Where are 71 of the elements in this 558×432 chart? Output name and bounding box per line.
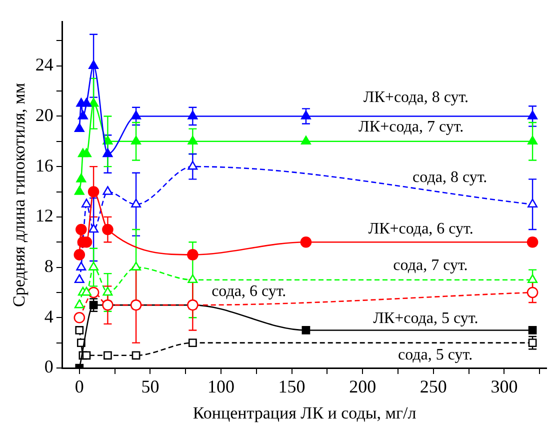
point (300, 110, 311, 120)
y-tick-label: 0 (44, 356, 54, 377)
annotation: сода, 5 сут. (398, 346, 473, 364)
point (88, 186, 100, 198)
y-tick-label: 12 (35, 206, 54, 226)
annotation: ЛК+сода, 6 сут. (368, 220, 474, 238)
annotation: ЛК+сода, 5 сут. (373, 310, 478, 328)
point (188, 110, 198, 120)
point (188, 338, 197, 348)
annotation: сода, 8 сут. (412, 168, 488, 186)
point (88, 60, 99, 70)
point (74, 123, 84, 132)
x-tick-label: 50 (141, 376, 160, 397)
point (302, 326, 310, 334)
y-tick-label: 20 (35, 104, 54, 125)
point (528, 136, 538, 145)
point (74, 299, 84, 308)
point (74, 274, 84, 284)
x-tick-label: 300 (490, 376, 518, 397)
point (78, 110, 88, 120)
point (132, 351, 140, 360)
point (88, 98, 99, 107)
point (102, 136, 113, 145)
point (528, 274, 538, 284)
x-tick-label: 150 (278, 376, 306, 397)
point (81, 148, 92, 158)
point (74, 249, 86, 260)
point (526, 286, 538, 298)
point (102, 186, 113, 195)
x-tick-label: 200 (349, 376, 376, 397)
x-tick-label: 250 (420, 376, 447, 397)
y-tick-label: 24 (35, 54, 54, 75)
x-tick-label: 100 (208, 376, 234, 397)
point (131, 136, 142, 145)
point (528, 198, 538, 208)
point (188, 274, 198, 284)
annotation: ЛК+сода, 7 сут. (358, 118, 464, 136)
x-tick-label: 0 (74, 376, 84, 397)
y-tick-label: 8 (44, 256, 54, 276)
point (81, 198, 92, 208)
y-axis-title: Средняя длина гипокотиля, мм (10, 82, 29, 307)
x-axis-title: Концентрация ЛК и соды, мг/л (192, 403, 417, 422)
point (188, 160, 198, 170)
point (102, 224, 114, 236)
point (131, 110, 142, 120)
point (188, 136, 198, 145)
point (75, 326, 84, 334)
y-tick-label: 16 (35, 155, 54, 176)
point (102, 148, 113, 158)
point (76, 174, 86, 182)
point (528, 326, 537, 334)
annotation: сода, 7 сут. (393, 257, 468, 274)
point (82, 351, 91, 360)
point (81, 98, 92, 107)
point (88, 262, 99, 270)
point (88, 224, 99, 233)
annotation: сода, 6 сут. (212, 283, 286, 300)
point (300, 236, 312, 248)
point (528, 110, 538, 120)
point (76, 262, 86, 270)
point (102, 286, 113, 296)
point (104, 351, 112, 360)
point (131, 198, 142, 208)
point (76, 224, 87, 236)
point (300, 136, 311, 145)
point (74, 186, 84, 195)
point (131, 262, 142, 270)
point (81, 286, 92, 296)
y-tick-label: 4 (44, 306, 54, 326)
point (74, 312, 86, 324)
annotation: ЛК+сода, 8 сут. (363, 89, 468, 106)
